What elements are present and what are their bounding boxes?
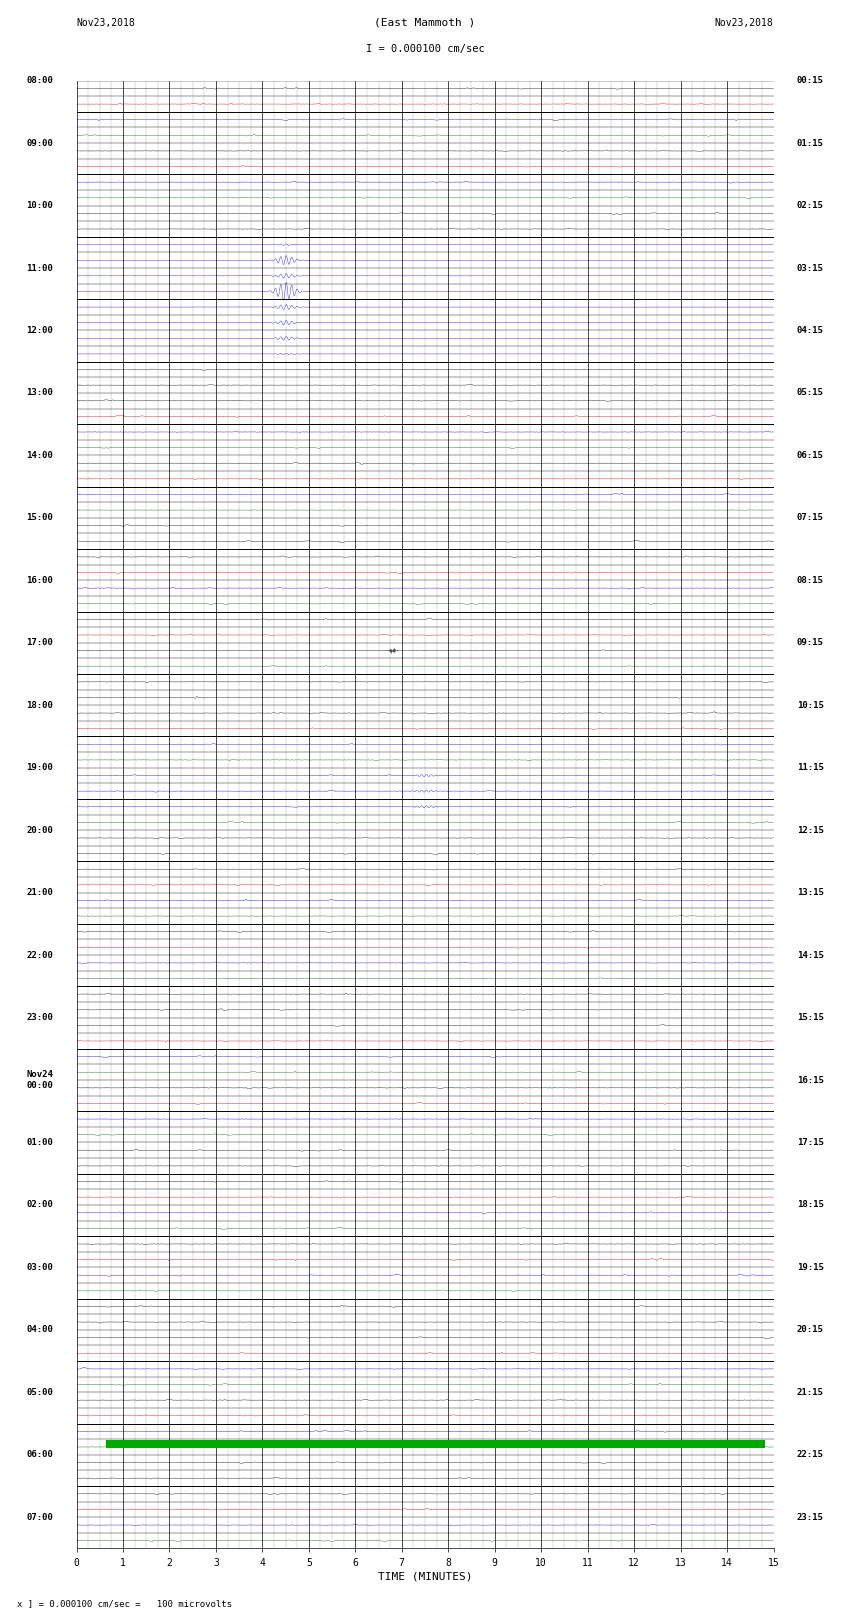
Text: 15:00: 15:00 bbox=[26, 513, 54, 523]
Text: 01:15: 01:15 bbox=[796, 139, 824, 148]
Text: 00:15: 00:15 bbox=[796, 76, 824, 85]
Text: 05:00: 05:00 bbox=[26, 1387, 54, 1397]
Text: 13:00: 13:00 bbox=[26, 389, 54, 397]
Text: 15:15: 15:15 bbox=[796, 1013, 824, 1023]
Text: 03:15: 03:15 bbox=[796, 263, 824, 273]
Text: 05:15: 05:15 bbox=[796, 389, 824, 397]
Text: 14:15: 14:15 bbox=[796, 950, 824, 960]
Text: 02:00: 02:00 bbox=[26, 1200, 54, 1210]
Text: 08:00: 08:00 bbox=[26, 76, 54, 85]
Text: 07:00: 07:00 bbox=[26, 1513, 54, 1521]
Text: 16:15: 16:15 bbox=[796, 1076, 824, 1084]
Text: 08:15: 08:15 bbox=[796, 576, 824, 586]
Text: Nov24
00:00: Nov24 00:00 bbox=[26, 1071, 54, 1090]
Text: 18:15: 18:15 bbox=[796, 1200, 824, 1210]
Text: 12:00: 12:00 bbox=[26, 326, 54, 336]
Text: 12:15: 12:15 bbox=[796, 826, 824, 834]
Text: 04:00: 04:00 bbox=[26, 1326, 54, 1334]
Text: (East Mammoth ): (East Mammoth ) bbox=[374, 18, 476, 27]
Text: 16:00: 16:00 bbox=[26, 576, 54, 586]
Text: 20:00: 20:00 bbox=[26, 826, 54, 834]
Text: 09:00: 09:00 bbox=[26, 139, 54, 148]
Text: 17:15: 17:15 bbox=[796, 1139, 824, 1147]
Text: 22:15: 22:15 bbox=[796, 1450, 824, 1460]
Text: 03:00: 03:00 bbox=[26, 1263, 54, 1273]
Text: 04:15: 04:15 bbox=[796, 326, 824, 336]
Text: 06:00: 06:00 bbox=[26, 1450, 54, 1460]
Text: 19:00: 19:00 bbox=[26, 763, 54, 773]
Text: 10:15: 10:15 bbox=[796, 700, 824, 710]
Text: 20:15: 20:15 bbox=[796, 1326, 824, 1334]
Text: 23:15: 23:15 bbox=[796, 1513, 824, 1521]
Text: Nov23,2018: Nov23,2018 bbox=[76, 18, 135, 27]
Text: 21:15: 21:15 bbox=[796, 1387, 824, 1397]
X-axis label: TIME (MINUTES): TIME (MINUTES) bbox=[377, 1571, 473, 1582]
Text: 10:00: 10:00 bbox=[26, 202, 54, 210]
Text: 21:00: 21:00 bbox=[26, 889, 54, 897]
Text: x ] = 0.000100 cm/sec =   100 microvolts: x ] = 0.000100 cm/sec = 100 microvolts bbox=[17, 1598, 232, 1608]
Text: 09:15: 09:15 bbox=[796, 639, 824, 647]
Text: 17:00: 17:00 bbox=[26, 639, 54, 647]
Text: 01:00: 01:00 bbox=[26, 1139, 54, 1147]
Text: 22:00: 22:00 bbox=[26, 950, 54, 960]
Text: 14:00: 14:00 bbox=[26, 452, 54, 460]
Text: Nov23,2018: Nov23,2018 bbox=[715, 18, 774, 27]
Text: I = 0.000100 cm/sec: I = 0.000100 cm/sec bbox=[366, 44, 484, 55]
Text: 18:00: 18:00 bbox=[26, 700, 54, 710]
Text: 11:15: 11:15 bbox=[796, 763, 824, 773]
Text: 11:00: 11:00 bbox=[26, 263, 54, 273]
Text: 06:15: 06:15 bbox=[796, 452, 824, 460]
Text: 19:15: 19:15 bbox=[796, 1263, 824, 1273]
Text: 23:00: 23:00 bbox=[26, 1013, 54, 1023]
Text: 13:15: 13:15 bbox=[796, 889, 824, 897]
Text: 02:15: 02:15 bbox=[796, 202, 824, 210]
Text: 07:15: 07:15 bbox=[796, 513, 824, 523]
